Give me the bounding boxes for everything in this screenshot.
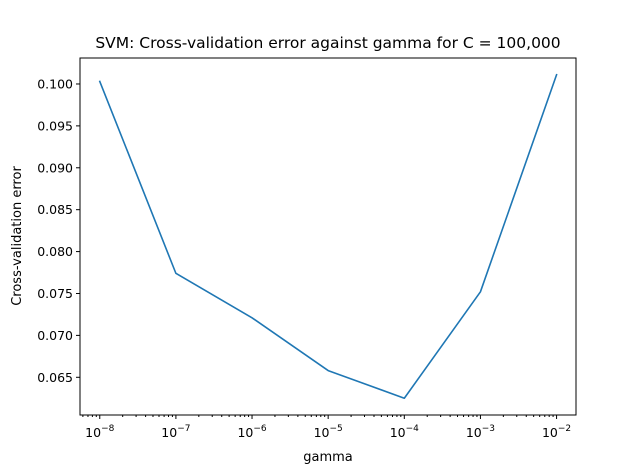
y-tick-label: 0.080 [37, 244, 73, 259]
x-tick-label: 10−5 [314, 424, 343, 440]
y-tick-label: 0.085 [37, 202, 73, 217]
x-tick-label: 10−8 [85, 424, 114, 440]
y-tick-label: 0.070 [37, 328, 73, 343]
x-tick-label: 10−3 [466, 424, 495, 440]
y-tick-label: 0.090 [37, 160, 73, 175]
plot-frame [79, 57, 577, 416]
y-axis-label: Cross-validation error [10, 166, 25, 306]
x-axis-label: gamma [303, 450, 353, 465]
x-tick-label: 10−6 [237, 424, 266, 440]
y-tick-label: 0.100 [37, 76, 73, 91]
plot-area: 10−8 10−7 10−6 10−5 10−4 10−3 10−2 0.065 0.070 0.… [37, 57, 577, 440]
y-tick-label: 0.075 [37, 286, 73, 301]
x-tick-label: 10−2 [542, 424, 571, 440]
series-line [98, 73, 558, 400]
x-tick-label: 10−4 [390, 424, 419, 440]
chart-title: SVM: Cross-validation error against gamm… [95, 34, 560, 52]
y-tick-label: 0.095 [37, 118, 73, 133]
y-tick-label: 0.065 [37, 370, 73, 385]
x-tick-label: 10−7 [161, 424, 190, 440]
